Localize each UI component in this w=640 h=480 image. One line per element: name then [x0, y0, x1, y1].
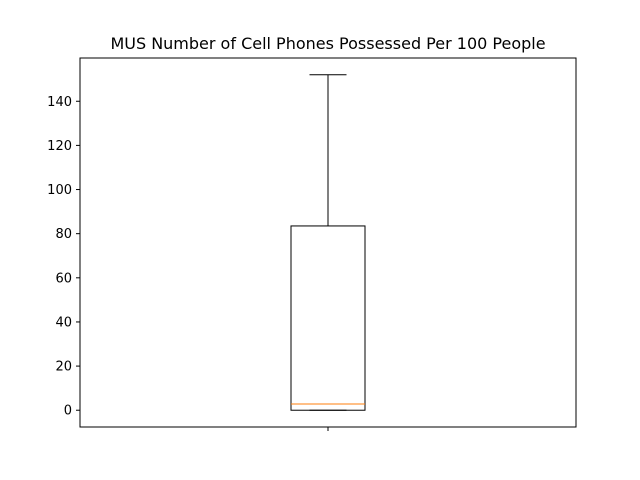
y-tick-label: 140 — [47, 95, 72, 110]
chart-title: MUS Number of Cell Phones Possessed Per … — [110, 34, 545, 53]
y-tick-label: 40 — [55, 315, 72, 330]
y-tick-label: 120 — [47, 139, 72, 154]
box-iqr — [290, 225, 366, 411]
y-tick-label: 60 — [55, 271, 72, 286]
y-tick-label: 100 — [47, 183, 72, 198]
plot-area: 0 20 40 60 80 100 120 140 — [47, 57, 577, 431]
y-tick-label: 0 — [64, 404, 72, 419]
y-tick-label: 80 — [55, 227, 72, 242]
y-tick-label: 20 — [55, 360, 72, 375]
